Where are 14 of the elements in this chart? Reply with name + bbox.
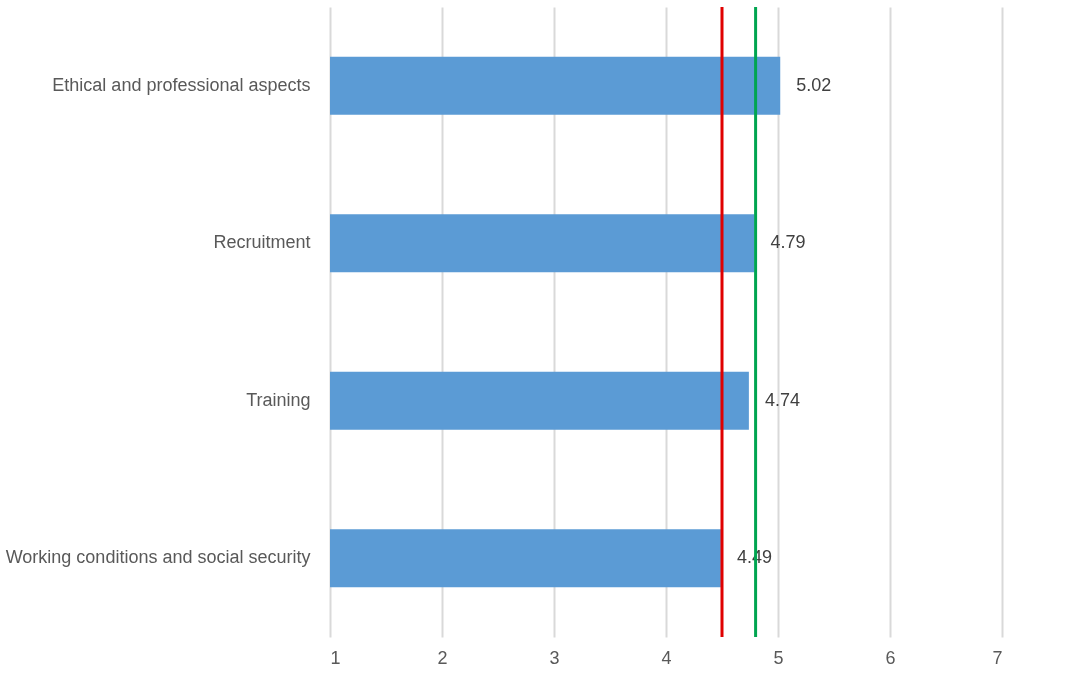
x-tick-label: 7 <box>992 647 1003 668</box>
x-tick-label: 1 <box>330 647 341 668</box>
data-label: 4.79 <box>770 232 806 253</box>
y-tick-label: Training <box>246 389 311 410</box>
x-tick-label: 6 <box>885 647 896 668</box>
data-label: 5.02 <box>796 74 832 95</box>
y-tick-label: Working conditions and social security <box>5 547 311 568</box>
y-tick-label: Ethical and professional aspects <box>52 74 311 95</box>
data-label: 4.74 <box>764 389 800 410</box>
x-tick-label: 5 <box>773 647 784 668</box>
x-tick-label: 3 <box>549 647 560 668</box>
x-tick-label: 2 <box>437 647 448 668</box>
x-tick-label: 4 <box>661 647 672 668</box>
y-tick-label: Recruitment <box>213 232 311 253</box>
